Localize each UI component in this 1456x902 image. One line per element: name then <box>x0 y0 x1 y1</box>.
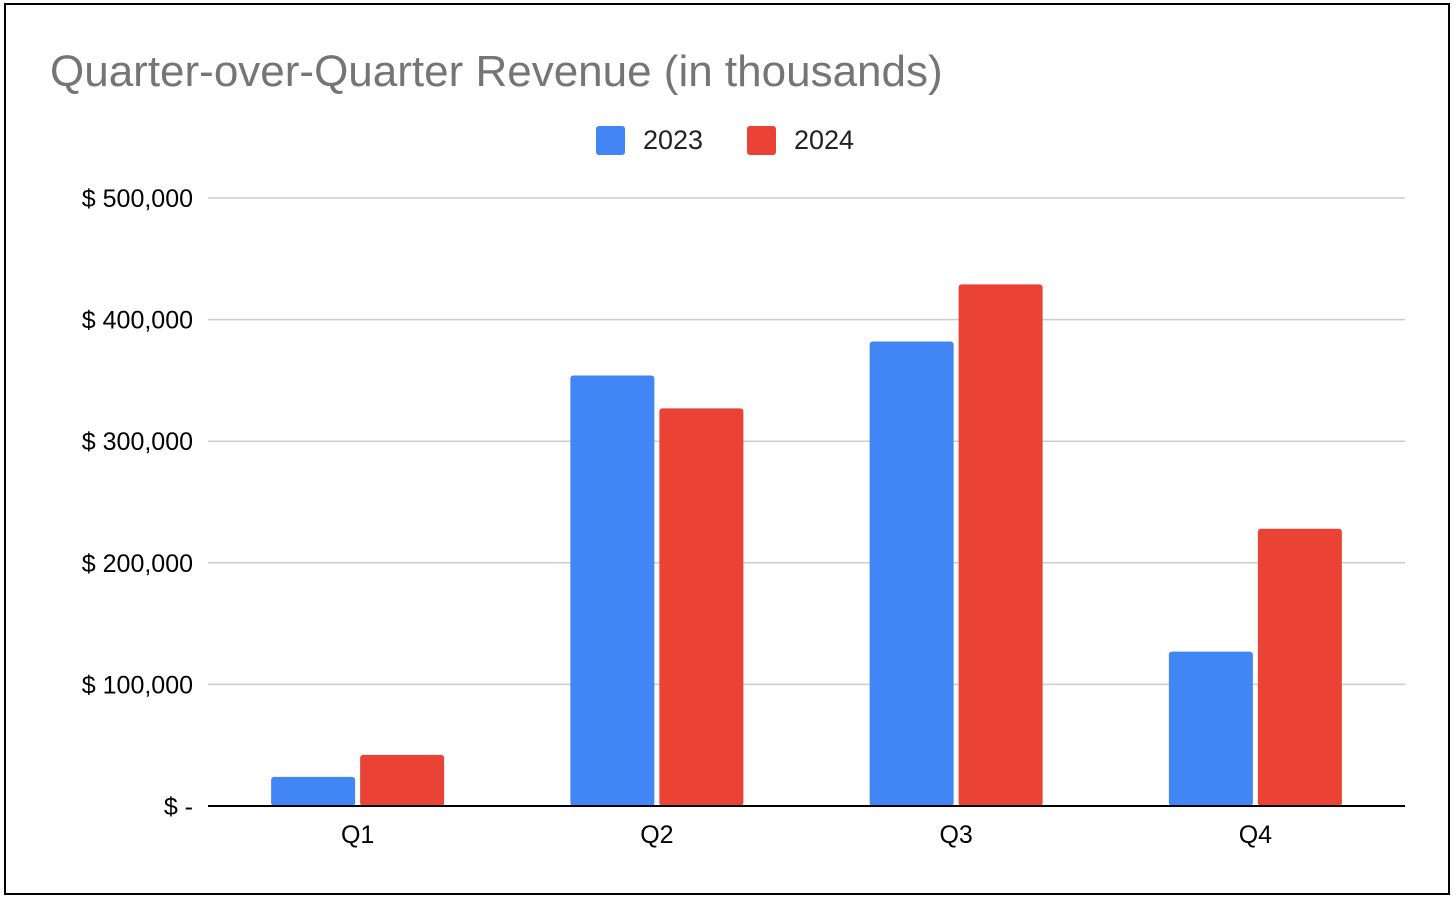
y-tick-label: $ 300,000 <box>82 428 193 456</box>
legend-swatch <box>596 126 625 155</box>
y-tick-label: $ 500,000 <box>82 185 193 213</box>
y-axis-tick-labels: $ - $ 100,000 $ 200,000 $ 300,000 $ 400,000 $… <box>82 185 193 821</box>
bar-2023-q1 <box>271 776 356 806</box>
legend-item-2024: 2024 <box>747 125 854 155</box>
x-tick-label: Q3 <box>939 821 972 849</box>
chart-title: Quarter-over-Quarter Revenue (in thousan… <box>50 47 943 96</box>
legend-swatch <box>747 126 776 155</box>
bar-2023-q4 <box>1168 651 1253 806</box>
y-tick-label: $ - <box>164 793 193 821</box>
bar-2024-q4 <box>1257 528 1342 806</box>
legend-label: 2024 <box>794 125 854 155</box>
bar-2023-q3 <box>869 341 954 806</box>
bar-2024-q2 <box>659 408 744 806</box>
legend-label: 2023 <box>643 125 703 155</box>
y-tick-label: $ 100,000 <box>82 671 193 699</box>
bar-2023-q2 <box>570 375 655 806</box>
bars <box>271 284 1342 806</box>
bar-2024-q3 <box>958 284 1043 806</box>
legend: 2023 2024 <box>596 125 854 155</box>
y-tick-label: $ 400,000 <box>82 307 193 335</box>
gridlines <box>208 197 1405 686</box>
x-tick-label: Q4 <box>1239 821 1272 849</box>
y-tick-label: $ 200,000 <box>82 550 193 578</box>
legend-item-2023: 2023 <box>596 125 703 155</box>
x-tick-label: Q2 <box>640 821 673 849</box>
x-axis-tick-labels: Q1 Q2 Q3 Q4 <box>341 821 1272 849</box>
bar-2024-q1 <box>360 754 445 806</box>
x-tick-label: Q1 <box>341 821 374 849</box>
